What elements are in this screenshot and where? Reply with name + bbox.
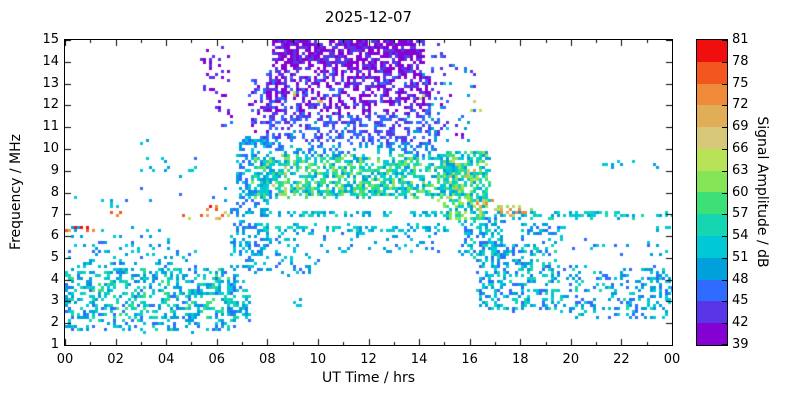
colorbar-tick-label: 81 bbox=[732, 32, 749, 47]
y-tick-label: 8 bbox=[50, 184, 59, 200]
plot-area bbox=[64, 39, 673, 346]
colorbar-segment bbox=[697, 323, 727, 345]
colorbar-title: Signal Amplitude / dB bbox=[754, 116, 770, 268]
colorbar-tick-mark bbox=[722, 214, 727, 216]
x-tick-label: 04 bbox=[157, 352, 175, 367]
colorbar-tick-mark bbox=[722, 83, 727, 85]
y-tick-label: 6 bbox=[50, 228, 59, 244]
colorbar-tick-label: 60 bbox=[732, 184, 749, 200]
colorbar-tick-mark bbox=[722, 170, 727, 172]
colorbar-tick-label: 63 bbox=[732, 162, 749, 178]
x-tick-label: 10 bbox=[309, 352, 327, 367]
colorbar-segment bbox=[697, 148, 727, 171]
colorbar-tick-mark bbox=[722, 257, 727, 259]
colorbar-tick-mark bbox=[722, 105, 727, 107]
colorbar-tick-label: 45 bbox=[732, 293, 749, 309]
colorbar-tick-mark bbox=[722, 61, 727, 63]
y-tick-label: 4 bbox=[50, 271, 59, 287]
colorbar-segment bbox=[697, 83, 727, 106]
x-tick-label: 14 bbox=[410, 352, 428, 367]
colorbar-segment bbox=[697, 279, 727, 302]
colorbar-segment bbox=[697, 61, 727, 84]
colorbar-tick-mark bbox=[722, 127, 727, 129]
colorbar-tick-mark bbox=[722, 323, 727, 325]
colorbar-tick-label: 48 bbox=[732, 271, 749, 287]
colorbar-tick-label: 54 bbox=[732, 228, 749, 244]
chart-title: 2025-12-07 bbox=[324, 8, 413, 26]
colorbar-tick-mark bbox=[722, 279, 727, 281]
colorbar-tick-label: 75 bbox=[732, 75, 749, 91]
x-tick-label: 02 bbox=[107, 352, 124, 367]
y-tick-label: 1 bbox=[50, 337, 59, 352]
colorbar-tick-mark bbox=[722, 40, 727, 41]
colorbar-segment bbox=[697, 40, 727, 62]
colorbar-tick-label: 39 bbox=[732, 337, 749, 352]
colorbar-tick-mark bbox=[722, 192, 727, 194]
colorbar-segment bbox=[697, 301, 727, 324]
x-tick-label: 16 bbox=[461, 352, 478, 367]
colorbar-segment bbox=[697, 236, 727, 258]
x-tick-label: 00 bbox=[663, 352, 681, 367]
y-tick-label: 2 bbox=[50, 315, 59, 331]
y-tick-label: 11 bbox=[42, 119, 59, 135]
y-tick-label: 3 bbox=[50, 293, 59, 309]
x-tick-label: 22 bbox=[613, 352, 630, 367]
y-tick-label: 14 bbox=[42, 53, 59, 69]
colorbar-tick-mark bbox=[722, 344, 727, 345]
colorbar-segment bbox=[697, 192, 727, 215]
x-tick-label: 06 bbox=[208, 352, 226, 367]
colorbar-tick-mark bbox=[722, 301, 727, 303]
x-tick-label: 12 bbox=[360, 352, 377, 367]
y-tick-label: 13 bbox=[42, 75, 59, 91]
y-tick-label: 5 bbox=[50, 249, 59, 265]
colorbar-tick-label: 78 bbox=[732, 53, 749, 69]
colorbar-segment bbox=[697, 257, 727, 280]
colorbar-tick-mark bbox=[722, 148, 727, 150]
colorbar bbox=[696, 39, 728, 346]
scatter-points-canvas bbox=[65, 40, 672, 345]
x-tick-label: 08 bbox=[259, 352, 276, 367]
x-tick-label: 20 bbox=[562, 352, 580, 367]
y-tick-label: 15 bbox=[42, 32, 59, 47]
x-tick-label: 18 bbox=[511, 352, 529, 367]
y-axis-title: Frequency / MHz bbox=[8, 134, 24, 250]
colorbar-segment bbox=[697, 170, 727, 193]
colorbar-tick-label: 66 bbox=[732, 140, 749, 156]
colorbar-segment bbox=[697, 214, 727, 237]
colorbar-segment bbox=[697, 127, 727, 149]
y-tick-label: 12 bbox=[42, 97, 59, 113]
colorbar-segment bbox=[697, 105, 727, 128]
y-tick-label: 9 bbox=[50, 162, 59, 178]
x-axis-title: UT Time / hrs bbox=[321, 370, 416, 386]
x-tick-label: 00 bbox=[56, 352, 74, 367]
colorbar-tick-label: 51 bbox=[732, 249, 749, 265]
y-tick-label: 10 bbox=[42, 140, 59, 156]
colorbar-tick-label: 69 bbox=[732, 119, 749, 135]
colorbar-tick-label: 42 bbox=[732, 315, 749, 331]
colorbar-tick-label: 57 bbox=[732, 206, 749, 222]
y-tick-label: 7 bbox=[50, 206, 59, 222]
colorbar-tick-mark bbox=[722, 236, 727, 238]
colorbar-tick-label: 72 bbox=[732, 97, 749, 113]
